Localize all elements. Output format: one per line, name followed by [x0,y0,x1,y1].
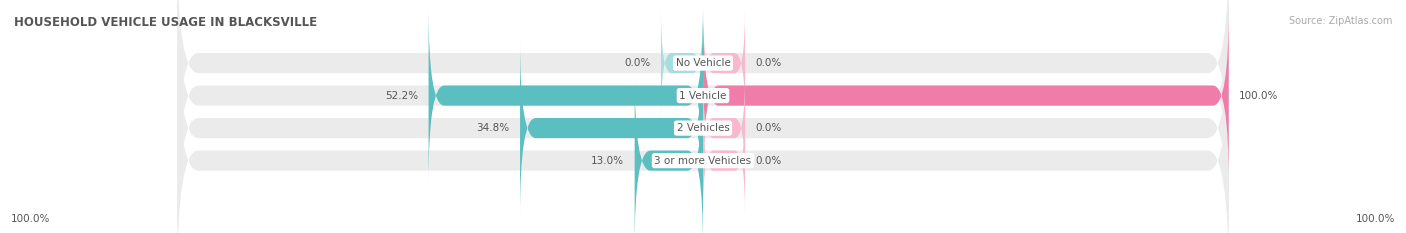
Text: 0.0%: 0.0% [755,123,782,133]
Text: 1 Vehicle: 1 Vehicle [679,91,727,101]
Text: 13.0%: 13.0% [591,156,624,166]
Text: 100.0%: 100.0% [1355,214,1395,224]
FancyBboxPatch shape [703,73,745,183]
Legend: Owner-occupied, Renter-occupied: Owner-occupied, Renter-occupied [596,231,810,233]
FancyBboxPatch shape [177,41,1229,233]
Text: HOUSEHOLD VEHICLE USAGE IN BLACKSVILLE: HOUSEHOLD VEHICLE USAGE IN BLACKSVILLE [14,16,318,29]
Text: 34.8%: 34.8% [477,123,509,133]
Text: 0.0%: 0.0% [755,156,782,166]
Text: 52.2%: 52.2% [385,91,418,101]
Text: 3 or more Vehicles: 3 or more Vehicles [654,156,752,166]
Text: No Vehicle: No Vehicle [675,58,731,68]
Text: Source: ZipAtlas.com: Source: ZipAtlas.com [1288,16,1392,26]
FancyBboxPatch shape [177,0,1229,183]
Text: 100.0%: 100.0% [1239,91,1278,101]
Text: 100.0%: 100.0% [11,214,51,224]
Text: 0.0%: 0.0% [624,58,651,68]
FancyBboxPatch shape [703,8,745,118]
FancyBboxPatch shape [703,106,745,216]
FancyBboxPatch shape [634,73,703,233]
Text: 2 Vehicles: 2 Vehicles [676,123,730,133]
FancyBboxPatch shape [703,8,1229,183]
Text: 0.0%: 0.0% [755,58,782,68]
FancyBboxPatch shape [177,0,1229,216]
FancyBboxPatch shape [177,8,1229,233]
FancyBboxPatch shape [661,8,703,118]
FancyBboxPatch shape [429,8,703,183]
FancyBboxPatch shape [520,41,703,216]
